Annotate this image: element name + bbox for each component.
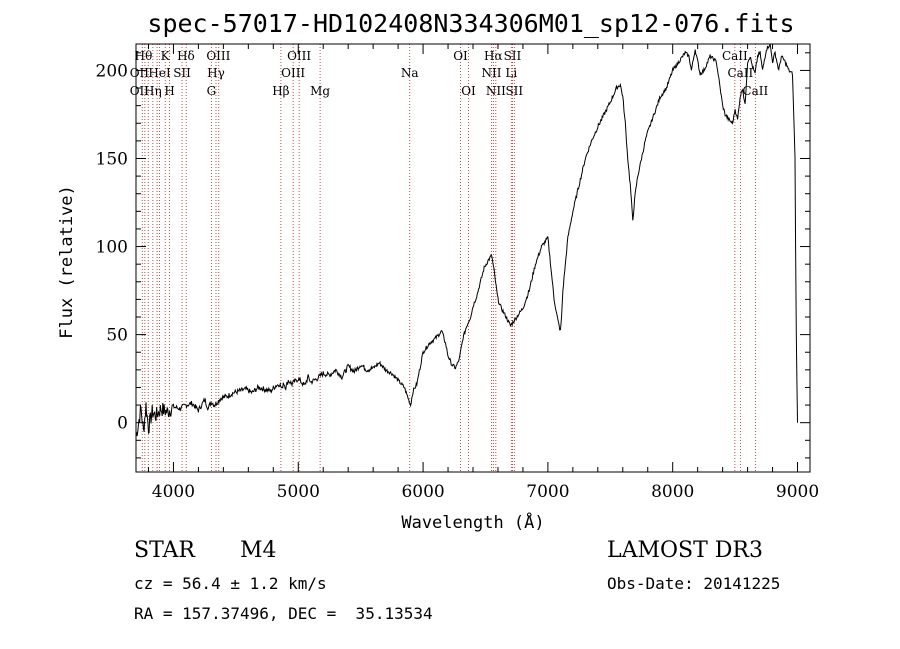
marker-label: G bbox=[207, 84, 217, 98]
marker-label: CaII bbox=[742, 84, 768, 98]
redshift-info: cz = 56.4 ± 1.2 km/s bbox=[134, 574, 327, 593]
marker-label: OII bbox=[130, 66, 150, 80]
marker-label: OIII bbox=[287, 49, 311, 63]
y-tick-label: 50 bbox=[106, 326, 128, 346]
coordinates: RA = 157.37496, DEC = 35.13534 bbox=[134, 604, 433, 623]
y-tick-label: 100 bbox=[96, 238, 128, 258]
observation-date: Obs-Date: 20141225 bbox=[607, 574, 781, 593]
object-class: STAR bbox=[134, 538, 195, 563]
marker-label: Hθ bbox=[135, 49, 153, 63]
x-tick-label: 7000 bbox=[526, 482, 569, 502]
marker-label: SII bbox=[504, 49, 522, 63]
marker-label: Hα bbox=[484, 49, 503, 63]
marker-label: K bbox=[161, 49, 171, 63]
object-subclass: M4 bbox=[240, 538, 277, 563]
marker-label: Hδ bbox=[177, 49, 195, 63]
marker-label: Mg bbox=[310, 84, 330, 98]
marker-label: OII bbox=[130, 84, 150, 98]
x-tick-label: 5000 bbox=[277, 482, 320, 502]
y-axis-ticks: 0 50 100 150 200 bbox=[96, 52, 810, 459]
marker-label: SII bbox=[173, 66, 191, 80]
x-tick-label: 6000 bbox=[401, 482, 444, 502]
marker-label: Hβ bbox=[272, 84, 289, 98]
x-tick-label: 8000 bbox=[651, 482, 694, 502]
line-markers bbox=[141, 44, 756, 472]
marker-label: OIII bbox=[206, 49, 230, 63]
survey-name: LAMOST DR3 bbox=[607, 538, 763, 563]
marker-label: Li bbox=[505, 66, 517, 80]
marker-label: OI bbox=[461, 84, 476, 98]
marker-label: H bbox=[164, 84, 174, 98]
x-tick-label: 9000 bbox=[776, 482, 819, 502]
marker-label: CaII bbox=[727, 66, 753, 80]
marker-label: OIII bbox=[281, 66, 305, 80]
marker-label: Na bbox=[401, 66, 419, 80]
x-axis-ticks: 4000 5000 6000 7000 8000 9000 bbox=[147, 44, 819, 502]
marker-label: OI bbox=[453, 49, 468, 63]
y-axis-label: Flux (relative) bbox=[57, 185, 77, 339]
marker-label: NII bbox=[481, 66, 501, 80]
chart-title: spec-57017-HD102408N334306M01_sp12-076.f… bbox=[147, 9, 794, 38]
y-tick-label: 150 bbox=[96, 149, 128, 169]
x-tick-label: 4000 bbox=[152, 482, 195, 502]
marker-label: SII bbox=[505, 84, 523, 98]
spectrum-line bbox=[135, 43, 798, 437]
plot-frame bbox=[135, 43, 811, 473]
marker-label: CaII bbox=[722, 49, 748, 63]
x-axis-label: Wavelength (Å) bbox=[401, 511, 544, 533]
y-tick-label: 200 bbox=[96, 61, 128, 81]
marker-label: Hη bbox=[144, 84, 162, 98]
marker-label: Hγ bbox=[207, 66, 225, 80]
marker-label: NII bbox=[486, 84, 506, 98]
marker-label: HeI bbox=[148, 66, 171, 80]
y-tick-label: 0 bbox=[117, 414, 128, 434]
